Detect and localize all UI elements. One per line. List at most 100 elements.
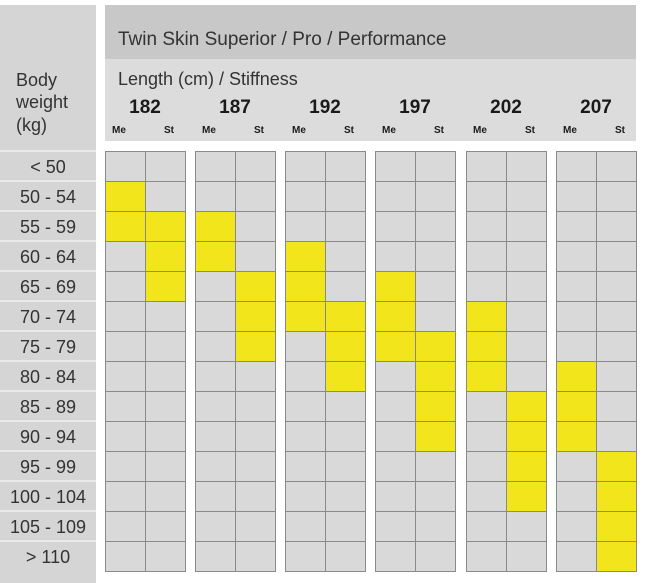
- grid-cell: [556, 181, 597, 212]
- stiffness-label-187-me: Me: [202, 125, 216, 136]
- grid-cell: [145, 361, 186, 392]
- recommended-cell: [596, 511, 637, 542]
- grid-cell: [556, 301, 597, 332]
- weight-row-label: 100 - 104: [10, 487, 86, 507]
- recommended-cell: [596, 541, 637, 572]
- grid-cell: [375, 151, 416, 182]
- grid-cell: [375, 481, 416, 512]
- grid-cell: [596, 421, 637, 452]
- grid-cell: [195, 511, 236, 542]
- grid-cell: [596, 391, 637, 422]
- grid-cell: [145, 151, 186, 182]
- grid-cell: [285, 541, 326, 572]
- grid-cell: [556, 151, 597, 182]
- grid-cell: [235, 361, 276, 392]
- grid-cell: [105, 451, 146, 482]
- grid-cell: [195, 361, 236, 392]
- grid-cell: [506, 151, 547, 182]
- grid-cell: [375, 451, 416, 482]
- recommended-cell: [415, 421, 456, 452]
- recommended-cell: [415, 361, 456, 392]
- grid-cell: [285, 451, 326, 482]
- length-label-207: 207: [580, 97, 612, 118]
- grid-cell: [556, 541, 597, 572]
- grid-cell: [556, 481, 597, 512]
- recommended-cell: [466, 301, 507, 332]
- stiffness-label-202-st: St: [525, 125, 536, 136]
- grid-cell: [195, 151, 236, 182]
- grid-cell: [375, 241, 416, 272]
- recommended-cell: [145, 271, 186, 302]
- grid-cell: [325, 181, 366, 212]
- weight-row-label: 80 - 84: [20, 367, 76, 387]
- grid-cell: [105, 241, 146, 272]
- grid-cell: [466, 451, 507, 482]
- length-label-197: 197: [399, 97, 431, 118]
- grid-cell: [285, 151, 326, 182]
- grid-cell: [596, 301, 637, 332]
- weight-row-label: 65 - 69: [20, 277, 76, 297]
- grid-cell: [325, 241, 366, 272]
- stiffness-label-207-me: Me: [563, 125, 577, 136]
- recommended-cell: [105, 181, 146, 212]
- grid-cell: [235, 211, 276, 242]
- grid-cell: [105, 331, 146, 362]
- grid-cell: [415, 451, 456, 482]
- grid-cell: [145, 181, 186, 212]
- weight-row-label: 85 - 89: [20, 397, 76, 417]
- grid-cell: [596, 211, 637, 242]
- recommended-cell: [466, 361, 507, 392]
- grid-cell: [105, 421, 146, 452]
- grid-cell: [375, 511, 416, 542]
- grid-cell: [145, 451, 186, 482]
- grid-cell: [285, 511, 326, 542]
- grid-cell: [195, 481, 236, 512]
- grid-cell: [415, 271, 456, 302]
- recommended-cell: [325, 331, 366, 362]
- recommended-cell: [235, 301, 276, 332]
- grid-cell: [466, 481, 507, 512]
- grid-cell: [145, 331, 186, 362]
- grid-cell: [325, 151, 366, 182]
- grid-cell: [375, 541, 416, 572]
- grid-cell: [506, 511, 547, 542]
- grid-cell: [506, 301, 547, 332]
- title-band: [105, 5, 636, 59]
- recommended-cell: [596, 481, 637, 512]
- stiffness-label-182-me: Me: [112, 125, 126, 136]
- grid-cell: [105, 151, 146, 182]
- recommended-cell: [285, 301, 326, 332]
- recommended-cell: [506, 481, 547, 512]
- grid-cell: [375, 361, 416, 392]
- stiffness-label-197-me: Me: [382, 125, 396, 136]
- recommended-cell: [596, 451, 637, 482]
- grid-cell: [285, 391, 326, 422]
- grid-cell: [105, 511, 146, 542]
- recommended-cell: [235, 331, 276, 362]
- grid-cell: [506, 361, 547, 392]
- grid-cell: [375, 421, 416, 452]
- stiffness-label-197-st: St: [434, 125, 445, 136]
- grid-cell: [195, 331, 236, 362]
- recommended-cell: [325, 361, 366, 392]
- grid-cell: [415, 511, 456, 542]
- recommended-cell: [375, 271, 416, 302]
- grid-cell: [195, 421, 236, 452]
- length-band: [105, 59, 636, 141]
- length-label-192: 192: [309, 97, 341, 118]
- grid-cell: [235, 391, 276, 422]
- grid-cell: [105, 481, 146, 512]
- recommended-cell: [375, 301, 416, 332]
- grid-cell: [285, 181, 326, 212]
- column-header: Length (cm) / Stiffness: [118, 69, 298, 89]
- grid-cell: [235, 511, 276, 542]
- grid-cell: [596, 361, 637, 392]
- grid-cell: [556, 241, 597, 272]
- grid-cell: [556, 271, 597, 302]
- recommended-cell: [195, 241, 236, 272]
- weight-row-label: 95 - 99: [20, 457, 76, 477]
- grid-cell: [325, 541, 366, 572]
- stiffness-label-207-st: St: [615, 125, 626, 136]
- grid-cell: [195, 541, 236, 572]
